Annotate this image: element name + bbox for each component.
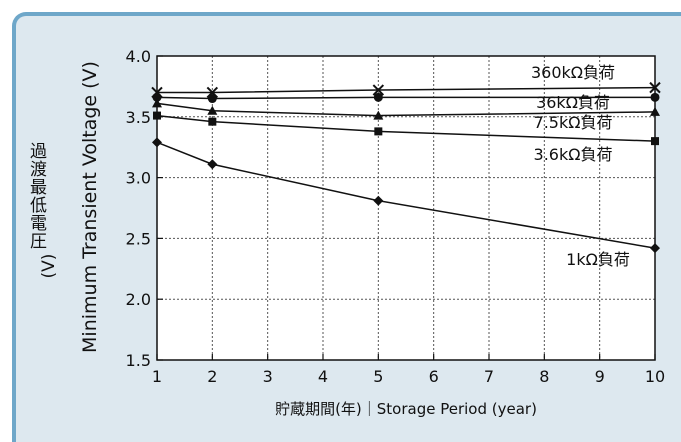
series-label: 7.5kΩ負荷	[534, 113, 613, 132]
y-axis-label-jp: 過渡最低電圧	[26, 142, 47, 250]
series-line	[157, 86, 656, 94]
data-point-diamond	[207, 159, 218, 170]
data-point-triangle	[207, 105, 218, 115]
data-point-diamond	[373, 195, 384, 206]
data-point-x	[372, 84, 385, 96]
data-point-square	[208, 117, 217, 126]
y-tick-label: 3.5	[126, 108, 151, 127]
data-point-square	[651, 137, 659, 146]
data-point-triangle	[373, 110, 384, 120]
data-point-circle	[207, 94, 217, 104]
y-axis-unit: (V)	[39, 254, 59, 279]
plot-area	[156, 55, 656, 361]
data-point-triangle	[152, 98, 162, 108]
data-point-diamond	[152, 137, 162, 148]
data-point-triangle	[650, 106, 660, 116]
data-point-diamond	[650, 243, 660, 254]
series-line	[156, 96, 655, 100]
line-chart: 1.52.02.53.03.54.0 1 2 3 4 5 6 7 8 9 10 360kΩ負荷36…	[26, 47, 665, 418]
x-tick-label: 3	[263, 367, 273, 386]
x-tick-label: 6	[429, 367, 439, 386]
x-tick-label: 10	[645, 367, 665, 386]
data-point-x	[649, 81, 661, 94]
grid-lines	[156, 55, 656, 361]
x-tick-label: 8	[539, 367, 549, 386]
data-point-square	[374, 127, 383, 136]
series-label: 36kΩ負荷	[536, 93, 610, 112]
y-axis-ticks: 1.5 2.0 2.5 3.0 3.5 4.0	[126, 47, 163, 370]
x-tick-label: 7	[484, 367, 494, 386]
plot-background	[157, 56, 655, 360]
x-tick-label: 1	[152, 367, 162, 386]
y-tick-label: 4.0	[126, 47, 151, 66]
x-tick-label: 4	[318, 367, 328, 386]
y-tick-label: 1.5	[126, 351, 151, 370]
data-point-circle	[650, 92, 660, 102]
series-label: 360kΩ負荷	[531, 63, 615, 82]
series-label: 3.6kΩ負荷	[534, 145, 613, 164]
data-point-circle	[373, 92, 383, 102]
series-line	[156, 102, 656, 117]
data-point-square	[153, 111, 161, 120]
x-tick-label: 5	[373, 367, 383, 386]
y-tick-label: 3.0	[126, 169, 151, 188]
y-tick-label: 2.5	[126, 229, 151, 248]
series-line	[156, 141, 656, 249]
y-axis-label-en: Minimum Transient Voltage (V)	[79, 61, 101, 353]
x-axis-ticks: 1 2 3 4 5 6 7 8 9 10	[152, 354, 665, 386]
series-line	[156, 114, 656, 142]
data-point-circle	[152, 92, 162, 102]
series-label: 1kΩ負荷	[566, 250, 630, 269]
x-tick-label: 9	[595, 367, 605, 386]
series-group	[151, 81, 661, 254]
x-tick-label: 2	[207, 367, 217, 386]
y-tick-label: 2.0	[126, 290, 151, 309]
x-axis-label: 貯蔵期間(年)｜Storage Period (year)	[275, 400, 537, 418]
